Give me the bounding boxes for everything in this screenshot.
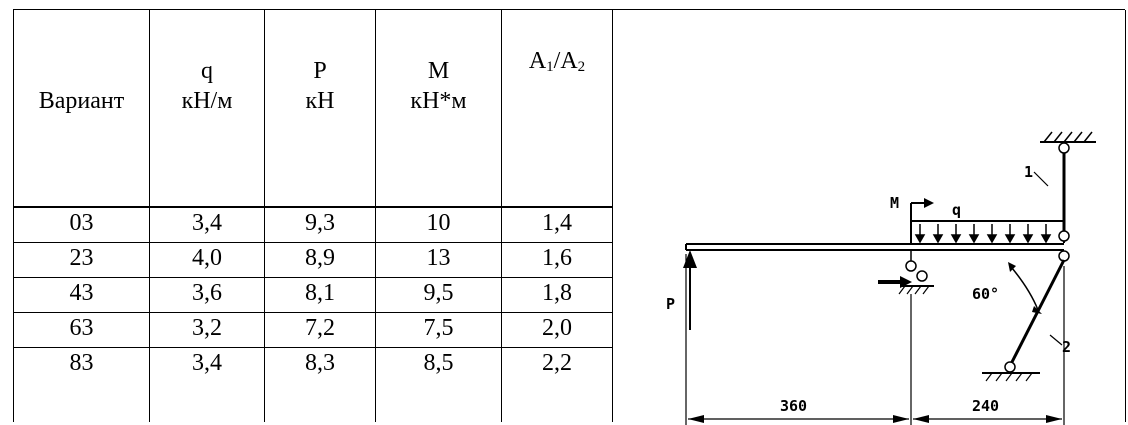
header-m-symbol: M bbox=[427, 58, 450, 84]
distributed-load: q bbox=[910, 201, 1065, 244]
table-row: 03 3,4 9,3 10 1,4 bbox=[13, 206, 1126, 243]
header-q: q кН/м bbox=[149, 9, 265, 208]
header-ratio-sub2: 2 bbox=[577, 59, 586, 75]
cell-ratio: 2,0 bbox=[501, 312, 613, 348]
angle-mark: 60° bbox=[972, 262, 1042, 314]
cell-m: 7,5 bbox=[375, 312, 502, 348]
table-row: 43 3,6 8,1 9,5 1,8 bbox=[13, 277, 1126, 313]
table-header-row: Вариант q кН/м P кН M кН*м A1/A2 bbox=[13, 9, 1126, 422]
cell-m: 8,5 bbox=[375, 347, 502, 422]
cell-q: 3,6 bbox=[149, 277, 265, 313]
header-variant: Вариант bbox=[13, 9, 150, 208]
moment: M bbox=[890, 194, 934, 243]
beam-diagram: 1 q bbox=[666, 131, 1096, 425]
cell-m: 10 bbox=[375, 206, 502, 243]
load-q-label: q bbox=[952, 201, 961, 219]
cell-q: 3,4 bbox=[149, 206, 265, 243]
dimensions: 360 240 bbox=[685, 254, 1065, 425]
beam bbox=[685, 243, 1064, 251]
cell-p: 8,3 bbox=[264, 347, 376, 422]
header-variant-label: Вариант bbox=[38, 88, 125, 114]
header-m-unit: кН*м bbox=[410, 88, 467, 114]
cell-q: 3,2 bbox=[149, 312, 265, 348]
cell-ratio: 1,4 bbox=[501, 206, 613, 243]
force-p: P bbox=[666, 250, 697, 330]
cell-ratio: 2,2 bbox=[501, 347, 613, 422]
cell-p: 8,1 bbox=[264, 277, 376, 313]
header-p: P кН bbox=[264, 9, 376, 208]
moment-label: M bbox=[890, 194, 899, 212]
force-p-label: P bbox=[666, 295, 675, 313]
cell-ratio: 1,6 bbox=[501, 242, 613, 278]
cell-p: 9,3 bbox=[264, 206, 376, 243]
ceiling-support bbox=[1040, 131, 1096, 154]
rod-1-label: 1 bbox=[1024, 163, 1033, 181]
rod-2-label: 2 bbox=[1062, 338, 1071, 356]
angle-label: 60° bbox=[972, 285, 999, 303]
dimension-right: 240 bbox=[972, 397, 999, 415]
cell-variant: 43 bbox=[13, 277, 150, 313]
header-p-unit: кН bbox=[305, 88, 335, 114]
cell-q: 3,4 bbox=[149, 347, 265, 422]
cell-p: 7,2 bbox=[264, 312, 376, 348]
header-q-symbol: q bbox=[201, 58, 213, 84]
table-row: 23 4,0 8,9 13 1,6 bbox=[13, 242, 1126, 278]
table-row: 63 3,2 7,2 7,5 2,0 bbox=[13, 312, 1126, 348]
cell-ratio: 1,8 bbox=[501, 277, 613, 313]
header-ratio-sub1: 1 bbox=[546, 59, 554, 75]
header-ratio-a2: /A bbox=[553, 48, 578, 74]
cell-variant: 03 bbox=[13, 206, 150, 243]
table-row: 83 3,4 8,3 8,5 2,2 bbox=[13, 347, 1126, 422]
variants-table: Вариант q кН/м P кН M кН*м A1/A2 03 3,4 … bbox=[13, 9, 1126, 422]
header-p-symbol: P bbox=[313, 58, 327, 84]
rod-2: 2 bbox=[982, 230, 1071, 382]
cell-variant: 83 bbox=[13, 347, 150, 422]
cell-m: 9,5 bbox=[375, 277, 502, 313]
cell-m: 13 bbox=[375, 242, 502, 278]
header-ratio-a1: A bbox=[528, 48, 547, 74]
header-area-ratio: A1/A2 bbox=[501, 9, 613, 208]
rod-1-leader bbox=[1033, 171, 1049, 187]
pin-support bbox=[878, 250, 934, 425]
cell-variant: 23 bbox=[13, 242, 150, 278]
cell-p: 8,9 bbox=[264, 242, 376, 278]
header-q-unit: кН/м bbox=[181, 88, 233, 114]
cell-q: 4,0 bbox=[149, 242, 265, 278]
dimension-left: 360 bbox=[780, 397, 807, 415]
figure-cell bbox=[612, 9, 1126, 422]
cell-variant: 63 bbox=[13, 312, 150, 348]
header-m: M кН*м bbox=[375, 9, 502, 208]
